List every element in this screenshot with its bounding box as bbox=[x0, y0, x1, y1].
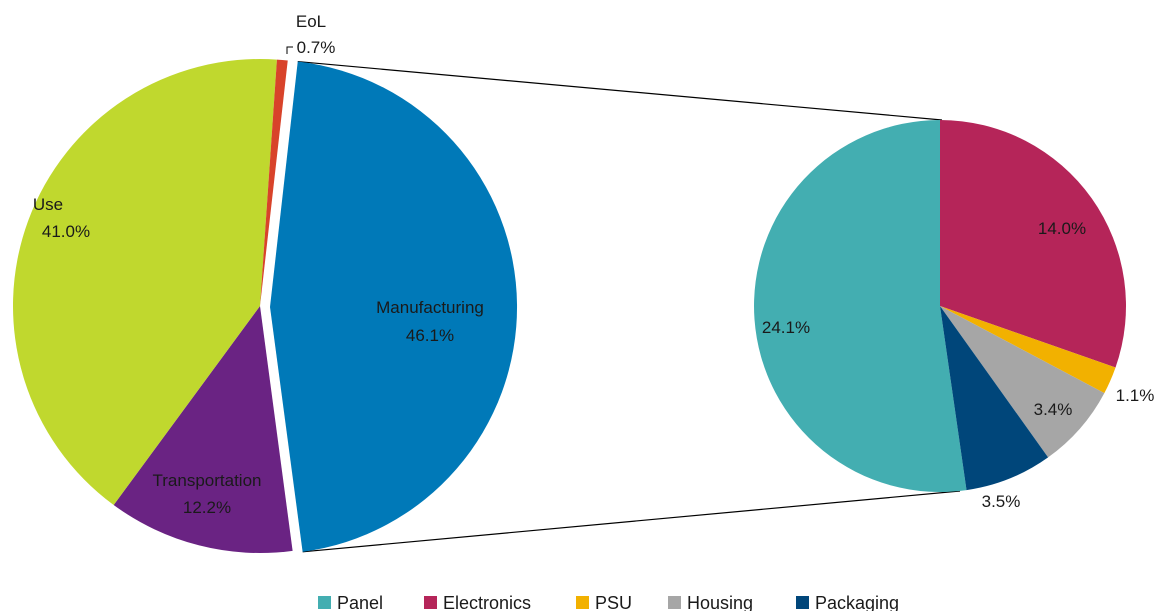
legend-item-packaging: Packaging bbox=[796, 593, 899, 611]
legend-swatch-housing bbox=[668, 596, 681, 609]
legend-item-housing: Housing bbox=[668, 593, 753, 611]
value-label-eol: 0.7% bbox=[297, 38, 336, 57]
value-label-packaging: 3.5% bbox=[982, 492, 1021, 511]
pie-slice-psu bbox=[940, 306, 1116, 394]
value-label-use: 41.0% bbox=[42, 222, 90, 241]
label-transportation: Transportation bbox=[153, 471, 262, 490]
legend-label-electronics: Electronics bbox=[443, 593, 531, 611]
pie-slice-electronics bbox=[940, 120, 1127, 368]
label-manufacturing: Manufacturing bbox=[376, 298, 484, 317]
main-pie bbox=[12, 58, 518, 554]
legend-label-psu: PSU bbox=[595, 593, 632, 611]
label-use: Use bbox=[33, 195, 63, 214]
value-label-manufacturing: 46.1% bbox=[406, 326, 454, 345]
legend: Panel Electronics PSU Housing Packaging bbox=[318, 593, 899, 611]
leader-line-eol bbox=[286, 46, 293, 54]
legend-item-panel: Panel bbox=[318, 593, 383, 611]
pie-slice-transportation bbox=[113, 306, 293, 554]
connector-lines bbox=[297, 60, 961, 553]
legend-item-electronics: Electronics bbox=[424, 593, 531, 611]
data-labels: Manufacturing 46.1% Transportation 12.2% Use… bbox=[33, 12, 1154, 517]
legend-swatch-packaging bbox=[796, 596, 809, 609]
pie-slice-manufacturing bbox=[270, 61, 518, 552]
value-label-housing: 3.4% bbox=[1034, 400, 1073, 419]
pie-slice-eol bbox=[260, 59, 288, 306]
label-eol: EoL bbox=[296, 12, 326, 31]
pie-slice-packaging bbox=[940, 306, 1049, 491]
breakdown-pie bbox=[754, 120, 1127, 492]
value-label-electronics: 14.0% bbox=[1038, 219, 1086, 238]
connector-line-top bbox=[297, 60, 943, 121]
legend-label-packaging: Packaging bbox=[815, 593, 899, 611]
value-label-psu: 1.1% bbox=[1116, 386, 1155, 405]
legend-label-panel: Panel bbox=[337, 593, 383, 611]
legend-label-housing: Housing bbox=[687, 593, 753, 611]
legend-swatch-panel bbox=[318, 596, 331, 609]
legend-swatch-electronics bbox=[424, 596, 437, 609]
legend-item-psu: PSU bbox=[576, 593, 632, 611]
value-label-transportation: 12.2% bbox=[183, 498, 231, 517]
connector-line-bottom bbox=[302, 490, 961, 553]
pie-slice-panel bbox=[754, 120, 967, 492]
legend-swatch-psu bbox=[576, 596, 589, 609]
value-label-panel: 24.1% bbox=[762, 318, 810, 337]
pie-slice-housing bbox=[940, 306, 1105, 458]
pie-slice-use bbox=[12, 58, 277, 505]
